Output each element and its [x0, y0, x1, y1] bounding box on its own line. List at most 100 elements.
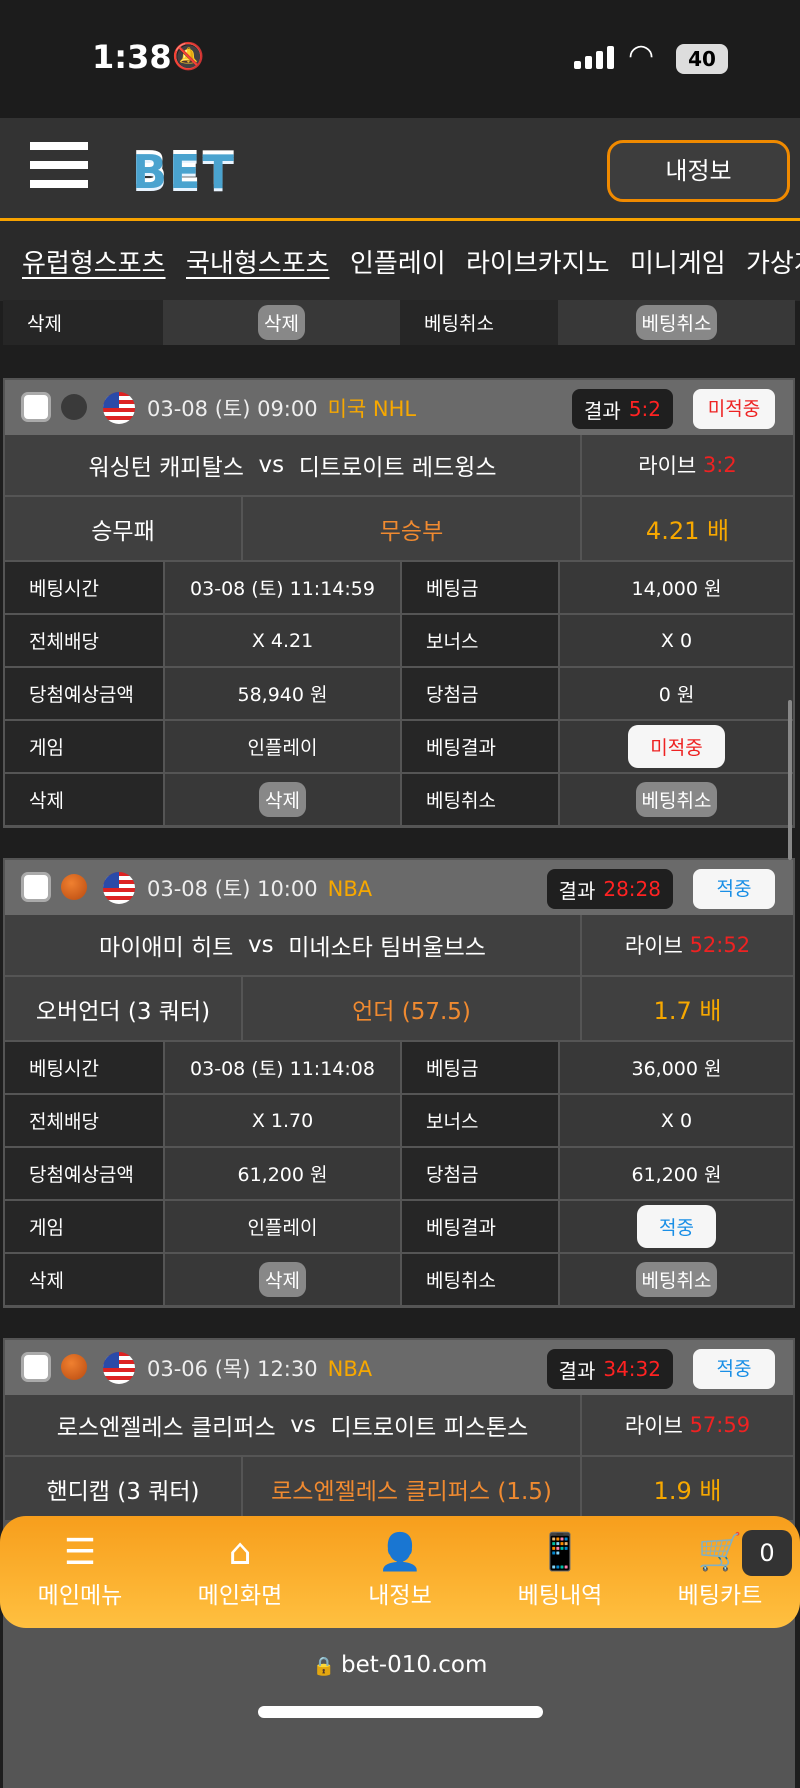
lock-icon: 🔒: [312, 1656, 335, 1677]
market: 승무패: [5, 497, 241, 560]
match-datetime: 03-08 (토) 10:00: [147, 877, 318, 901]
matchup: 워싱턴 캐피탈스 vs 디트로이트 레드윙스: [5, 435, 580, 495]
status-badge: 적중: [693, 869, 775, 909]
result-box: 결과 28:28: [546, 869, 673, 909]
bet_result-label: 베팅결과: [402, 721, 558, 772]
game-label: 게임: [5, 721, 163, 772]
us-flag-icon: [103, 1352, 135, 1384]
game-label: 게임: [5, 1201, 163, 1252]
expected-label: 당첨예상금액: [5, 668, 163, 719]
odds: 4.21 배: [582, 497, 793, 560]
logo[interactable]: BET: [132, 145, 236, 199]
us-flag-icon: [103, 872, 135, 904]
bet_time-label: 베팅시간: [5, 562, 163, 613]
bet_amount-value: 14,000 원: [631, 578, 722, 600]
hockey-icon: [61, 394, 87, 420]
user-my-icon: 👤: [377, 1532, 423, 1573]
address-bar[interactable]: 🔒 bet-010.com: [312, 1652, 488, 1678]
divider: [0, 218, 800, 221]
market: 핸디캡 (3 쿼터): [5, 1457, 241, 1520]
pick: 무승부: [243, 497, 580, 560]
cancel-bet-button[interactable]: 베팅취소: [635, 305, 718, 340]
bet_amount-value: 36,000 원: [631, 1058, 722, 1080]
delete-button[interactable]: 삭제: [259, 1262, 306, 1297]
nav-inplay[interactable]: 인플레이: [350, 249, 446, 279]
market: 오버언더 (3 쿼터): [5, 977, 241, 1040]
bet_amount-label: 베팅금: [402, 1042, 558, 1093]
select-checkbox[interactable]: [21, 392, 51, 422]
wifi-icon: ◠: [628, 38, 655, 73]
bet-card: 03-08 (토) 09:00 미국 NHL 결과 5:2 미적중 워싱턴 캐피탈스…: [3, 378, 795, 828]
bottom-nav-bet-cart[interactable]: 🛒 베팅카트: [677, 1532, 763, 1609]
live-score: 라이브 3:2: [582, 435, 793, 495]
bottom-nav-my-info[interactable]: 👤 내정보: [368, 1532, 432, 1609]
signal-icon: [574, 46, 614, 69]
my-info-button[interactable]: 내정보: [607, 140, 790, 202]
total_odds-label: 전체배당: [5, 615, 163, 666]
bottom-nav-bet-history[interactable]: 📱 베팅내역: [517, 1532, 603, 1609]
bottom-nav-main-menu[interactable]: ☰ 메인메뉴: [37, 1532, 123, 1609]
hamburger-icon[interactable]: [30, 142, 88, 188]
nav-mini-game[interactable]: 미니게임: [630, 249, 726, 279]
select-checkbox[interactable]: [21, 872, 51, 902]
odds: 1.9 배: [582, 1457, 793, 1520]
bet_time-label: 베팅시간: [5, 1042, 163, 1093]
bonus-label: 보너스: [402, 615, 558, 666]
partial-row: 삭제 삭제 베팅취소 베팅취소: [3, 300, 795, 345]
game-value: 인플레이: [247, 1217, 318, 1239]
result-box: 결과 5:2: [572, 389, 673, 429]
delete-label: 삭제: [3, 300, 163, 345]
site-header: BET 내정보: [0, 118, 800, 218]
bet-result-badge: 미적중: [628, 725, 725, 768]
bet_amount-label: 베팅금: [402, 562, 558, 613]
bet-result-badge: 적중: [637, 1205, 716, 1248]
bonus-label: 보너스: [402, 1095, 558, 1146]
status-badge: 미적중: [693, 389, 775, 429]
cart-icon: 🛒: [697, 1532, 743, 1573]
matchup: 마이애미 히트 vs 미네소타 팀버울브스: [5, 915, 580, 975]
delete-label: 삭제: [5, 1254, 163, 1305]
nav-european-sports[interactable]: 유럽형스포츠: [22, 249, 166, 279]
total_odds-value: X 4.21: [251, 629, 314, 652]
nav-domestic-sports[interactable]: 국내형스포츠: [186, 249, 330, 279]
result-score: 5:2: [628, 397, 661, 421]
delete-button[interactable]: 삭제: [259, 782, 306, 817]
home-indicator[interactable]: [258, 1706, 543, 1718]
clock: 1:38: [92, 38, 172, 76]
bet-card-header: 03-06 (목) 12:30 NBA 결과 34:32 적중: [5, 1340, 793, 1395]
nav-live-casino[interactable]: 라이브카지노: [466, 249, 610, 279]
league-name: NBA: [327, 1357, 373, 1381]
league-name: 미국 NHL: [327, 397, 417, 421]
us-flag-icon: [103, 392, 135, 424]
category-nav: 유럽형스포츠 국내형스포츠 인플레이 라이브카지노 미니게임 가상게: [0, 221, 800, 301]
win_amount-label: 당첨금: [402, 668, 558, 719]
nav-virtual[interactable]: 가상게: [746, 249, 800, 279]
select-checkbox[interactable]: [21, 1352, 51, 1382]
basketball-icon: [61, 1354, 87, 1380]
win_amount-value: 0 원: [658, 684, 695, 706]
basketball-icon: [61, 874, 87, 900]
live-score: 라이브 52:52: [582, 915, 793, 975]
expected-value: 61,200 원: [237, 1164, 328, 1186]
odds: 1.7 배: [582, 977, 793, 1040]
cancel-label: 베팅취소: [400, 300, 558, 345]
result-box: 결과 34:32: [546, 1349, 673, 1389]
bell-slash-icon: 🔕: [172, 42, 205, 72]
scrollbar[interactable]: [788, 700, 792, 860]
delete-button[interactable]: 삭제: [258, 305, 305, 340]
expected-value: 58,940 원: [237, 684, 328, 706]
cancel-bet-button[interactable]: 베팅취소: [635, 1262, 718, 1297]
cancel-bet-button[interactable]: 베팅취소: [635, 782, 718, 817]
bet-history-icon: 📱: [537, 1532, 583, 1573]
pick: 언더 (57.5): [243, 977, 580, 1040]
bottom-nav-home[interactable]: ⌂ 메인화면: [197, 1532, 283, 1609]
expected-label: 당첨예상금액: [5, 1148, 163, 1199]
total_odds-value: X 1.70: [251, 1109, 314, 1132]
cancel-label: 베팅취소: [402, 1254, 558, 1305]
status-bar: 1:38 🔕 ◠ 40: [0, 0, 800, 118]
total_odds-label: 전체배당: [5, 1095, 163, 1146]
bonus-value: X 0: [660, 1109, 693, 1132]
cancel-label: 베팅취소: [402, 774, 558, 825]
win_amount-label: 당첨금: [402, 1148, 558, 1199]
result-score: 34:32: [603, 1357, 661, 1381]
